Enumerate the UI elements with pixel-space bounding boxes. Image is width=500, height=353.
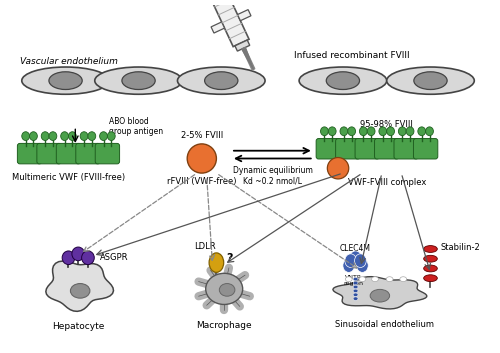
Ellipse shape	[418, 127, 426, 136]
Ellipse shape	[209, 253, 224, 273]
Ellipse shape	[22, 67, 110, 94]
Polygon shape	[46, 261, 114, 311]
Ellipse shape	[424, 265, 438, 272]
Ellipse shape	[348, 127, 356, 136]
FancyBboxPatch shape	[95, 143, 120, 164]
Ellipse shape	[353, 297, 358, 300]
Ellipse shape	[328, 127, 336, 136]
Ellipse shape	[353, 289, 358, 293]
Ellipse shape	[49, 72, 82, 90]
Ellipse shape	[350, 251, 362, 264]
FancyBboxPatch shape	[394, 138, 418, 159]
Ellipse shape	[60, 132, 68, 140]
Text: 2-5% FVIII: 2-5% FVIII	[180, 131, 223, 140]
Text: Sinusoidal endothelium: Sinusoidal endothelium	[336, 320, 434, 329]
FancyBboxPatch shape	[316, 138, 340, 159]
Ellipse shape	[379, 127, 386, 136]
Ellipse shape	[345, 254, 356, 268]
Text: rFVIII (VWF-free): rFVIII (VWF-free)	[167, 177, 236, 186]
Text: ABO blood
group antigen: ABO blood group antigen	[110, 117, 164, 136]
Text: Stabilin-2: Stabilin-2	[440, 243, 480, 252]
Ellipse shape	[353, 285, 358, 289]
FancyBboxPatch shape	[336, 138, 360, 159]
Text: ASGPR: ASGPR	[100, 253, 128, 262]
Ellipse shape	[356, 259, 368, 273]
Ellipse shape	[353, 277, 358, 281]
Polygon shape	[333, 277, 426, 309]
Ellipse shape	[398, 127, 406, 136]
Ellipse shape	[178, 67, 265, 94]
Ellipse shape	[359, 277, 366, 282]
Ellipse shape	[49, 132, 57, 140]
Text: Dynamic equilibrium
Kd ~0.2 nmol/L: Dynamic equilibrium Kd ~0.2 nmol/L	[233, 166, 313, 186]
Ellipse shape	[88, 132, 96, 140]
Ellipse shape	[206, 273, 242, 305]
Ellipse shape	[424, 255, 438, 262]
FancyBboxPatch shape	[37, 143, 61, 164]
FancyBboxPatch shape	[374, 138, 399, 159]
Ellipse shape	[386, 277, 393, 282]
Text: 95-98% FVIII: 95-98% FVIII	[360, 120, 413, 129]
Ellipse shape	[406, 127, 414, 136]
Ellipse shape	[386, 127, 394, 136]
Ellipse shape	[122, 72, 155, 90]
Ellipse shape	[372, 277, 378, 282]
Ellipse shape	[220, 283, 235, 296]
Ellipse shape	[360, 127, 367, 136]
Ellipse shape	[70, 283, 90, 298]
Text: LDLR: LDLR	[194, 242, 216, 251]
Text: Multimeric VWF (FVIII-free): Multimeric VWF (FVIII-free)	[12, 173, 125, 182]
Ellipse shape	[62, 251, 75, 264]
Text: VWF-FVIII complex: VWF-FVIII complex	[348, 178, 426, 187]
Ellipse shape	[72, 247, 85, 261]
FancyBboxPatch shape	[56, 143, 80, 164]
Ellipse shape	[204, 72, 238, 90]
Text: VNTR
region: VNTR region	[344, 275, 363, 286]
Ellipse shape	[340, 127, 348, 136]
Ellipse shape	[353, 293, 358, 297]
Ellipse shape	[108, 132, 115, 140]
Ellipse shape	[187, 144, 216, 173]
Ellipse shape	[414, 72, 447, 90]
FancyBboxPatch shape	[18, 143, 42, 164]
FancyBboxPatch shape	[414, 138, 438, 159]
Ellipse shape	[367, 127, 375, 136]
Text: Macrophage: Macrophage	[196, 321, 252, 330]
Ellipse shape	[328, 157, 348, 179]
Ellipse shape	[299, 67, 386, 94]
Ellipse shape	[80, 132, 88, 140]
FancyBboxPatch shape	[355, 138, 380, 159]
Ellipse shape	[82, 251, 94, 264]
Ellipse shape	[320, 127, 328, 136]
Text: ?: ?	[226, 253, 232, 263]
Polygon shape	[211, 22, 224, 33]
Ellipse shape	[343, 259, 354, 273]
Polygon shape	[205, 0, 249, 47]
Ellipse shape	[386, 67, 474, 94]
Ellipse shape	[370, 289, 390, 302]
Ellipse shape	[400, 277, 406, 282]
Text: Infused recombinant FVIII: Infused recombinant FVIII	[294, 51, 410, 60]
Ellipse shape	[41, 132, 49, 140]
Polygon shape	[238, 10, 251, 21]
Polygon shape	[242, 47, 254, 70]
Polygon shape	[242, 48, 255, 70]
Ellipse shape	[100, 132, 108, 140]
Ellipse shape	[22, 132, 30, 140]
Ellipse shape	[424, 275, 438, 282]
Ellipse shape	[426, 127, 434, 136]
Text: Vascular endothelium: Vascular endothelium	[20, 57, 117, 66]
Ellipse shape	[354, 254, 366, 268]
Ellipse shape	[326, 72, 360, 90]
Ellipse shape	[424, 246, 438, 252]
Ellipse shape	[30, 132, 38, 140]
Ellipse shape	[346, 277, 352, 282]
Text: CLEC4M: CLEC4M	[340, 244, 371, 253]
Polygon shape	[235, 40, 250, 51]
Ellipse shape	[353, 281, 358, 285]
FancyBboxPatch shape	[76, 143, 100, 164]
Ellipse shape	[68, 132, 76, 140]
Ellipse shape	[95, 67, 182, 94]
Text: Hepatocyte: Hepatocyte	[52, 322, 104, 331]
